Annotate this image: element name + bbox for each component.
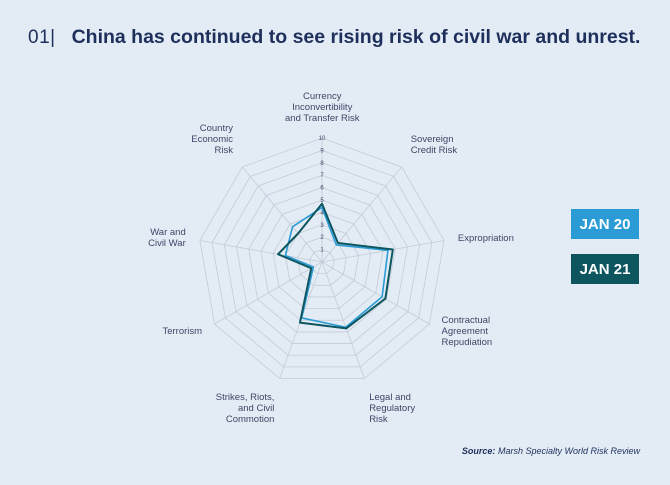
axis-label-3-line-2: Repudiation [441, 336, 493, 348]
grid-spoke-6 [214, 261, 323, 325]
axis-label-8: Country Economic Risk [191, 123, 233, 156]
axis-label-0-line-2: and Transfer Risk [285, 113, 360, 124]
axis-label-1-line-1: Credit Risk [410, 145, 458, 157]
axis-label-6-line-0: Terrorism [162, 325, 203, 337]
axis-label-8-line-2: Risk [214, 145, 233, 157]
series-jan-20 [284, 206, 389, 329]
axis-label-5: Strikes, Riots, and Civil Commotion [216, 392, 275, 425]
tick-label-2: 2 [320, 235, 324, 241]
grid-spoke-1 [321, 166, 403, 263]
tick-label-7: 7 [320, 173, 324, 179]
grid-spoke-8 [241, 166, 323, 263]
axis-label-4-line-1: Regulatory [369, 402, 416, 414]
grid-ring-9 [211, 149, 433, 368]
tick-label-8: 8 [320, 161, 324, 167]
axis-label-4: Legal and Regulatory Risk [369, 392, 415, 425]
grid-ring-4 [272, 211, 372, 310]
legend-item-jan-21: JAN 21 [571, 254, 639, 284]
axis-label-3: Contractual Agreement Repudiation [442, 315, 493, 348]
grid-ring-2 [297, 236, 347, 286]
axis-label-7: War and Civil War [148, 227, 186, 249]
legend-item-jan-20: JAN 20 [571, 209, 639, 239]
source-note: Source: Marsh Specialty World Risk Revie… [462, 446, 640, 456]
axis-label-6: Terrorism [162, 326, 202, 337]
grid-ring-8 [223, 162, 421, 356]
tick-label-9: 9 [320, 148, 324, 154]
axis-label-4-line-0: Legal and [369, 391, 411, 403]
axis-label-7-line-0: War and [150, 227, 186, 239]
axis-label-2: Expropriation [458, 233, 514, 244]
axis-label-0-line-0: Currency [302, 91, 342, 102]
chart-title: China has continued to see rising risk o… [71, 26, 641, 48]
grid-spoke-4 [321, 261, 365, 379]
chart-header: 01| China has continued to see rising ri… [28, 26, 640, 49]
series-jan-21 [277, 202, 394, 330]
axis-label-0-line-1: Inconvertibility [292, 102, 353, 113]
tick-label-4: 4 [320, 210, 324, 216]
radar-series [277, 202, 394, 330]
tick-label-10: 10 [319, 136, 326, 142]
legend-label-jan-20: JAN 20 [579, 215, 631, 233]
source-prefix: Source: [461, 446, 496, 456]
grid-spoke-3 [321, 261, 430, 325]
grid-ring-7 [236, 174, 408, 344]
axis-label-8-line-1: Economic [191, 134, 233, 146]
chart-number: 01| [28, 27, 56, 48]
radar-grid [199, 137, 445, 379]
axis-label-3-line-1: Agreement [441, 325, 488, 337]
radar-tick-labels: 1 2 3 4 5 6 7 8 9 10 [319, 136, 326, 254]
axis-label-7-line-1: Civil War [148, 238, 186, 250]
axis-label-2-line-0: Expropriation [457, 232, 514, 244]
grid-spoke-7 [199, 240, 323, 263]
axis-label-1: Sovereign Credit Risk [411, 134, 457, 156]
axis-label-8-line-0: Country [199, 123, 233, 135]
grid-ring-6 [248, 187, 396, 333]
grid-spoke-2 [321, 240, 445, 263]
axis-label-1-line-0: Sovereign [410, 134, 454, 146]
axis-label-3-line-0: Contractual [441, 314, 491, 326]
axis-label-4-line-2: Risk [369, 413, 388, 425]
tick-label-5: 5 [320, 198, 324, 204]
tick-label-3: 3 [320, 223, 324, 229]
tick-label-6: 6 [320, 186, 324, 192]
legend-label-jan-21: JAN 21 [579, 260, 631, 278]
grid-ring-5 [260, 199, 384, 321]
axis-label-5-line-1: and Civil [237, 402, 275, 414]
axis-label-5-line-0: Strikes, Riots, [215, 391, 275, 403]
source-text: Marsh Specialty World Risk Review [497, 446, 640, 456]
grid-ring-1 [309, 249, 335, 275]
axis-label-5-line-2: Commotion [225, 413, 275, 425]
tick-label-1: 1 [320, 248, 324, 254]
axis-label-0: Currency Inconvertibility and Transfer Ris… [285, 91, 359, 124]
grid-ring-10 [199, 137, 445, 379]
